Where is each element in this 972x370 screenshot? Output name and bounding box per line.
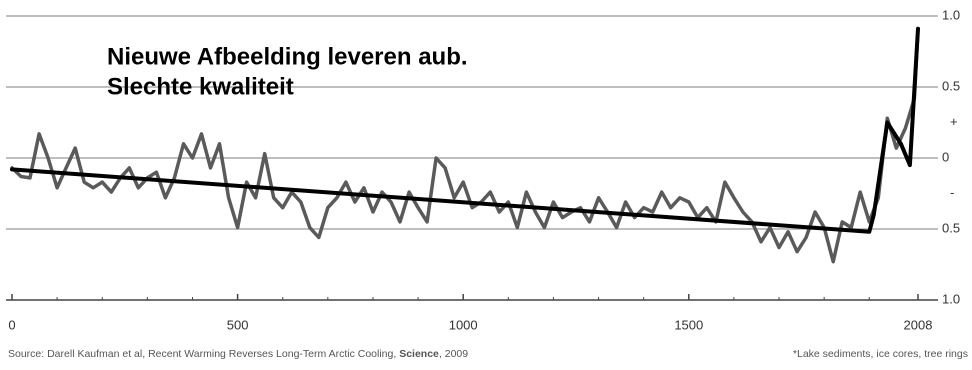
source-text: Science <box>399 348 439 360</box>
y-tick-label: 1.0 <box>942 7 960 22</box>
source-text: , 2009 <box>439 348 468 360</box>
y-tick-label: 0.5 <box>942 220 960 235</box>
annotation: + <box>950 114 958 129</box>
x-tick-label: 0 <box>8 317 15 332</box>
footnote: *Lake sediments, ice cores, tree rings <box>793 348 968 360</box>
data-line <box>10 26 920 234</box>
y-tick-label: 1.0 <box>942 291 960 306</box>
x-tick-label: 1500 <box>674 317 703 332</box>
plot: 1.0 0.5 0 0.5 1.0 + - 0 500 1000 1500 2008 <box>6 7 960 332</box>
x-tick-label: 1000 <box>449 317 478 332</box>
data-line <box>10 27 920 264</box>
source-text: Source: Darell Kaufman et al, Recent War… <box>8 348 399 360</box>
y-tick-label: 0.5 <box>942 78 960 93</box>
overlay-text: Nieuwe Afbeelding leveren aub. <box>107 43 468 70</box>
annotation: - <box>950 185 954 200</box>
y-tick-label: 0 <box>942 149 949 164</box>
x-tick-label: 2008 <box>904 317 933 332</box>
overlay-text: Slechte kwaliteit <box>107 73 294 100</box>
source: Source: Darell Kaufman et al, Recent War… <box>8 348 468 360</box>
x-tick-label: 500 <box>227 317 249 332</box>
